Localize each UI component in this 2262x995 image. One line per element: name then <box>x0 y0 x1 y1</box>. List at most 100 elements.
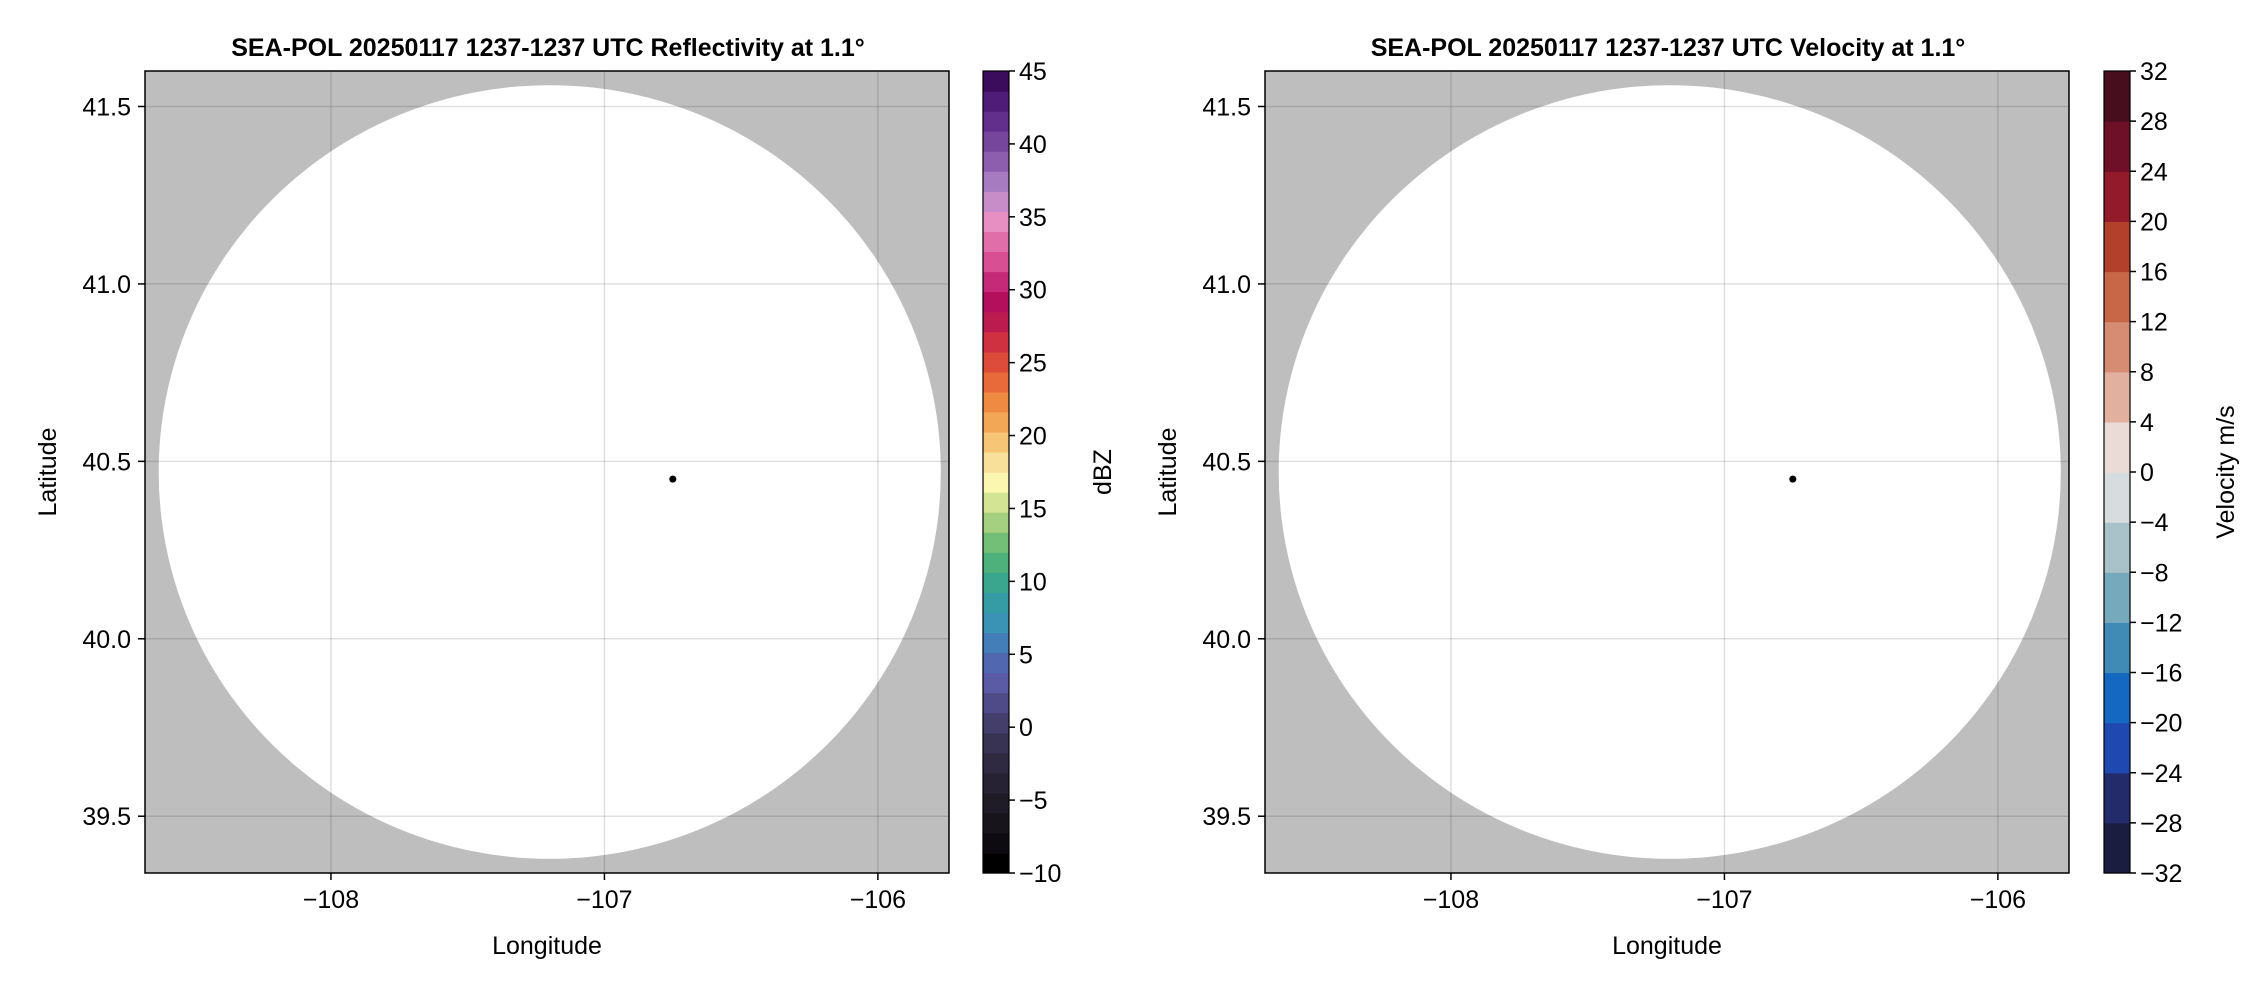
y-tick-label: 39.5 <box>1202 803 1251 831</box>
colorbar-segment <box>983 151 1009 172</box>
colorbar-segment <box>983 772 1009 794</box>
colorbar-segment <box>2104 271 2130 323</box>
colorbar-segment <box>983 492 1009 513</box>
colorbar-segment <box>983 231 1009 253</box>
colorbar-segment <box>983 652 1009 674</box>
colorbar-tick-label: 45 <box>1019 58 1047 86</box>
colorbar-segment <box>2104 71 2130 122</box>
colorbar-tick-label: 12 <box>2140 309 2168 337</box>
y-tick-label: 41.5 <box>1202 93 1251 121</box>
colorbar-segment <box>983 171 1009 192</box>
colorbar-segment <box>2104 572 2130 623</box>
colorbar-segment <box>983 672 1009 694</box>
reflectivity-panel: SEA-POL 20250117 1237-1237 UTC Reflectiv… <box>34 34 1117 960</box>
x-tick-label: −106 <box>1970 886 2026 914</box>
colorbar-tick-label: 40 <box>1019 131 1047 159</box>
x-tick-label: −107 <box>576 886 632 914</box>
colorbar-segment <box>983 371 1009 393</box>
colorbar-segment <box>983 271 1009 293</box>
colorbar-segment <box>983 211 1009 232</box>
chart-title: SEA-POL 20250117 1237-1237 UTC Reflectiv… <box>231 34 865 62</box>
colorbar-segment <box>2104 722 2130 774</box>
colorbar-label: Velocity m/s <box>2212 405 2240 538</box>
colorbar-ticks: 32 28 24 20 16 12 8 4 0 −4 −8 −12 −16 −20 −24 −28 −32 <box>2130 58 2183 888</box>
colorbar-segment <box>2104 421 2130 473</box>
x-ticks: −108 −107 −106 <box>1423 873 2026 914</box>
colorbar-segment <box>983 472 1009 493</box>
colorbar-segment <box>983 832 1009 854</box>
x-axis-label: Longitude <box>492 932 602 960</box>
colorbar-tick-label: −8 <box>2140 559 2169 587</box>
colorbar-segment <box>983 752 1009 774</box>
colorbar-segment <box>2104 321 2130 373</box>
colorbar-ticks: 45 40 35 30 25 20 15 10 5 0 −5 −10 <box>1009 58 1061 888</box>
colorbar-segment <box>983 552 1009 573</box>
y-tick-label: 41.5 <box>82 93 131 121</box>
colorbar-tick-label: 20 <box>2140 208 2168 236</box>
colorbar-segment <box>983 732 1009 754</box>
colorbar-segment <box>2104 472 2130 523</box>
x-tick-label: −107 <box>1696 886 1752 914</box>
y-tick-label: 40.5 <box>82 448 131 476</box>
y-tick-label: 40.0 <box>82 626 131 654</box>
chart-title: SEA-POL 20250117 1237-1237 UTC Velocity … <box>1371 34 1966 62</box>
x-tick-label: −108 <box>1423 886 1479 914</box>
colorbar-tick-label: 25 <box>1019 350 1047 378</box>
colorbar-segment <box>983 391 1009 413</box>
colorbar-tick-label: 20 <box>1019 423 1047 451</box>
colorbar-segment <box>2104 622 2130 674</box>
plot-frame <box>144 70 950 874</box>
colorbar-frame <box>982 70 1010 874</box>
colorbar-segment <box>983 632 1009 654</box>
y-ticks: 39.5 40.0 40.5 41.0 41.5 <box>82 93 145 831</box>
y-tick-label: 41.0 <box>82 271 131 299</box>
colorbar-tick-label: 0 <box>2140 459 2154 487</box>
y-axis-label: Latitude <box>1154 428 1182 517</box>
colorbar-segment <box>983 331 1009 353</box>
colorbar-tick-label: −16 <box>2140 660 2182 688</box>
colorbar-segment <box>2104 772 2130 824</box>
colorbar-segment <box>983 191 1009 212</box>
colorbar-segment <box>983 111 1009 132</box>
colorbar-tick-label: −24 <box>2140 760 2183 788</box>
colorbar-tick-label: 4 <box>2140 409 2154 437</box>
grid-lines <box>145 71 949 873</box>
colorbar-segment <box>2104 221 2130 273</box>
x-tick-label: −106 <box>850 886 906 914</box>
colorbar-segment <box>983 351 1009 373</box>
x-axis-label: Longitude <box>1612 932 1722 960</box>
colorbar: 32 28 24 20 16 12 8 4 0 −4 −8 −12 −16 −20 −24 −28 −32 Ve… <box>2103 58 2240 888</box>
colorbar-segment <box>983 91 1009 112</box>
colorbar-tick-label: −28 <box>2140 810 2182 838</box>
colorbar-tick-label: 30 <box>1019 277 1047 305</box>
y-axis-label: Latitude <box>34 428 62 517</box>
colorbar-segment <box>983 512 1009 533</box>
colorbar-segment <box>2104 121 2130 172</box>
radar-site-marker <box>1789 475 1797 483</box>
velocity-panel: SEA-POL 20250117 1237-1237 UTC Velocity … <box>1154 34 2240 960</box>
colorbar-segment <box>983 572 1009 593</box>
colorbar-tick-label: 10 <box>1019 568 1047 596</box>
colorbar-segment <box>983 71 1009 92</box>
colorbar-segment <box>983 291 1009 313</box>
colorbar-segment <box>983 812 1009 834</box>
x-ticks: −108 −107 −106 <box>303 873 906 914</box>
colorbar-tick-label: 5 <box>1019 641 1033 669</box>
plot-frame <box>1264 70 2070 874</box>
colorbar-segment <box>983 251 1009 273</box>
colorbar-segment <box>2104 522 2130 573</box>
colorbar-segment <box>2104 672 2130 724</box>
y-tick-label: 40.5 <box>1202 448 1251 476</box>
colorbar: 45 40 35 30 25 20 15 10 5 0 −5 −10 dBZ <box>982 58 1117 888</box>
colorbar-label: dBZ <box>1089 449 1117 495</box>
colorbar-tick-label: −12 <box>2140 609 2182 637</box>
y-tick-label: 40.0 <box>1202 626 1251 654</box>
colorbar-tick-label: 28 <box>2140 108 2168 136</box>
colorbar-tick-label: 16 <box>2140 259 2168 287</box>
colorbar-segment <box>983 532 1009 553</box>
radar-coverage-area <box>1278 85 2061 859</box>
colorbar-tick-label: −20 <box>2140 710 2182 738</box>
colorbar-segment <box>983 592 1009 613</box>
colorbar-segment <box>983 431 1009 453</box>
